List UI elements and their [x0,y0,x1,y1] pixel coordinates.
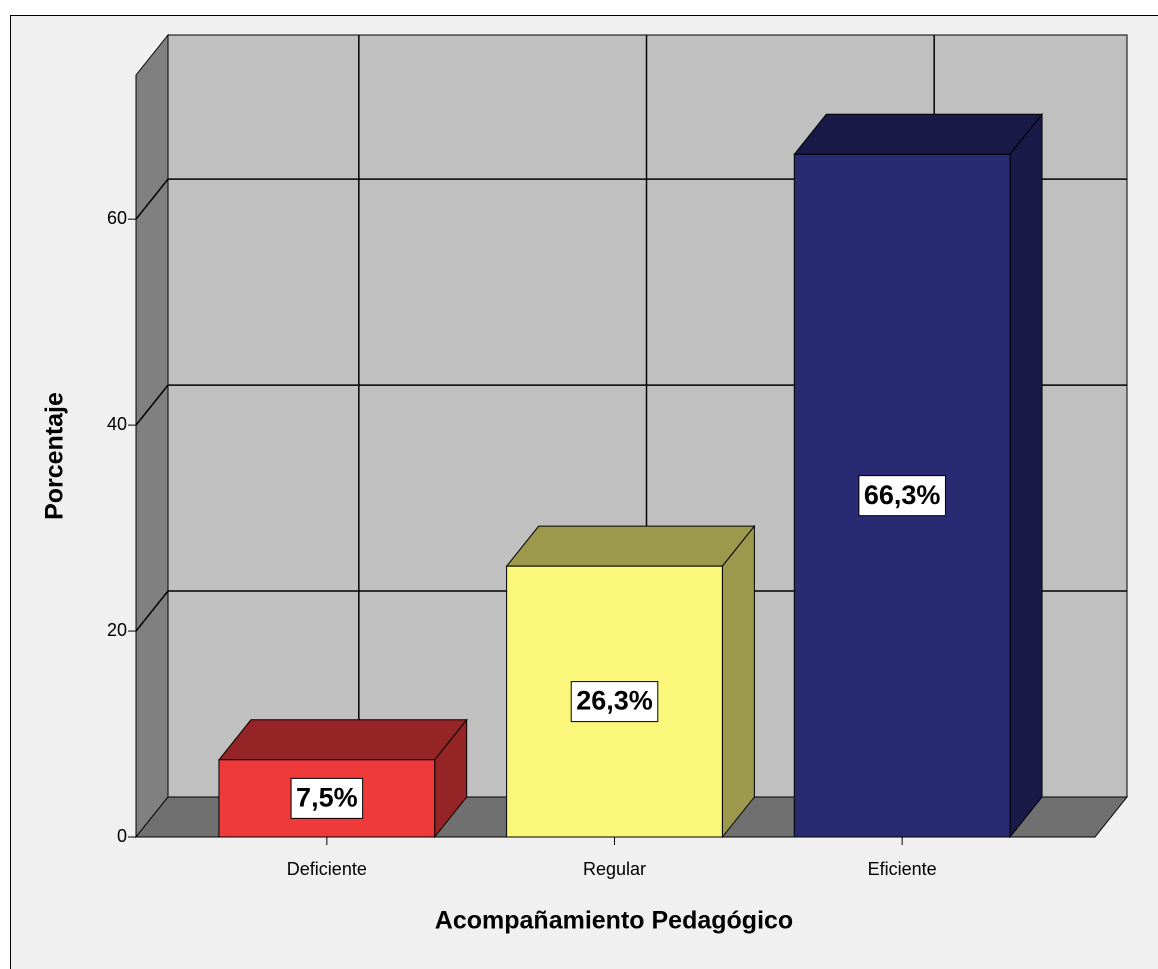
x-tick-label: Deficiente [287,859,367,879]
value-label-box [570,681,659,723]
x-tick-label: Eficiente [868,859,937,879]
y-tick-label: 20 [107,620,127,640]
bar-side [1009,112,1043,839]
bar-top [505,525,756,567]
y-tick-label: 0 [117,826,127,846]
value-label-box [290,777,364,819]
value-label: 26,3% [576,686,653,716]
y-tick-label: 60 [107,208,127,228]
value-label-box [858,475,946,517]
value-label: 7,5% [296,783,358,813]
bar-top [793,113,1044,155]
y-axis-title: Porcentaje [41,392,69,520]
bar-top [217,719,468,761]
x-axis-title: Acompañamiento Pedagógico [435,907,793,935]
bar-side [721,524,755,839]
y-tick-label: 40 [107,414,127,434]
side-wall [135,33,169,839]
x-tick-label: Regular [583,859,646,879]
value-label: 66,3% [864,480,941,510]
